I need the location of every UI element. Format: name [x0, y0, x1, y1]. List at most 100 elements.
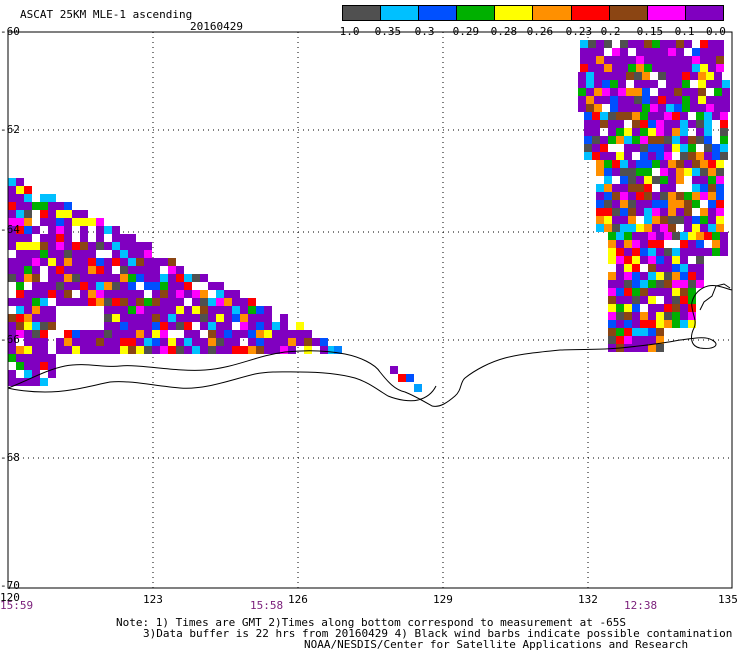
data-cell — [56, 290, 64, 298]
data-cell — [96, 266, 104, 274]
data-cell — [616, 128, 624, 136]
data-cell — [104, 314, 112, 322]
data-cell — [640, 256, 648, 264]
data-cell — [176, 274, 184, 282]
data-cell — [120, 306, 128, 314]
data-cell — [32, 362, 40, 370]
data-cell — [176, 346, 184, 354]
data-cell — [698, 104, 706, 112]
data-cell — [232, 338, 240, 346]
data-cell — [24, 242, 32, 250]
data-cell — [168, 258, 176, 266]
data-cell — [64, 258, 72, 266]
data-cell — [660, 40, 668, 48]
data-cell — [272, 322, 280, 330]
data-cell — [632, 232, 640, 240]
data-cell — [656, 232, 664, 240]
data-cell — [658, 72, 666, 80]
data-cell — [716, 176, 724, 184]
data-cell — [144, 314, 152, 322]
data-cell — [8, 194, 16, 202]
data-cell — [96, 226, 104, 234]
data-cell — [580, 56, 588, 64]
data-cell — [668, 168, 676, 176]
data-cell — [698, 88, 706, 96]
data-cell — [120, 242, 128, 250]
data-cell — [714, 88, 722, 96]
data-cell — [628, 64, 636, 72]
data-cell — [636, 224, 644, 232]
data-cell — [696, 248, 704, 256]
data-cell — [660, 64, 668, 72]
data-cell — [64, 210, 72, 218]
data-cell — [48, 234, 56, 242]
data-cell — [80, 338, 88, 346]
note-line-3: NOAA/NESDIS/Center for Satellite Applica… — [304, 638, 689, 651]
data-cell — [688, 232, 696, 240]
data-cell — [48, 226, 56, 234]
data-cell — [632, 112, 640, 120]
data-cell — [704, 152, 712, 160]
data-cell — [640, 152, 648, 160]
data-cell — [634, 80, 642, 88]
data-cell — [120, 346, 128, 354]
data-cell — [128, 306, 136, 314]
data-cell — [696, 264, 704, 272]
data-cell — [712, 248, 720, 256]
data-cell — [120, 322, 128, 330]
data-cell — [712, 232, 720, 240]
data-cell — [676, 192, 684, 200]
data-cell — [176, 290, 184, 298]
data-cell — [682, 104, 690, 112]
data-cell — [136, 242, 144, 250]
data-cell — [644, 216, 652, 224]
data-cell — [636, 160, 644, 168]
data-cell — [624, 232, 632, 240]
data-cell — [648, 232, 656, 240]
data-cell — [240, 298, 248, 306]
data-cell — [32, 242, 40, 250]
data-cell — [296, 330, 304, 338]
data-cell — [658, 88, 666, 96]
data-cell — [88, 274, 96, 282]
data-cell — [16, 282, 24, 290]
data-cell — [596, 224, 604, 232]
data-cell — [708, 48, 716, 56]
scatterometer-cells — [8, 40, 730, 392]
data-cell — [652, 208, 660, 216]
data-cell — [40, 242, 48, 250]
data-cell — [16, 354, 24, 362]
data-cell — [304, 330, 312, 338]
data-cell — [588, 64, 596, 72]
data-cell — [144, 338, 152, 346]
data-cell — [586, 72, 594, 80]
data-cell — [700, 208, 708, 216]
data-cell — [216, 282, 224, 290]
data-cell — [32, 202, 40, 210]
data-cell — [80, 242, 88, 250]
data-cell — [628, 184, 636, 192]
data-cell — [680, 280, 688, 288]
data-cell — [248, 314, 256, 322]
data-cell — [16, 314, 24, 322]
data-cell — [636, 56, 644, 64]
data-cell — [716, 64, 724, 72]
data-cell — [264, 330, 272, 338]
data-cell — [184, 274, 192, 282]
data-cell — [636, 48, 644, 56]
data-cell — [698, 80, 706, 88]
data-cell — [672, 248, 680, 256]
data-cell — [664, 136, 672, 144]
data-cell — [16, 322, 24, 330]
data-cell — [628, 40, 636, 48]
data-cell — [64, 250, 72, 258]
data-cell — [184, 290, 192, 298]
data-cell — [224, 290, 232, 298]
data-cell — [636, 64, 644, 72]
lon-label-129: 129 — [433, 593, 453, 606]
data-cell — [680, 232, 688, 240]
data-cell — [716, 40, 724, 48]
data-cell — [640, 328, 648, 336]
data-cell — [620, 224, 628, 232]
data-cell — [72, 210, 80, 218]
